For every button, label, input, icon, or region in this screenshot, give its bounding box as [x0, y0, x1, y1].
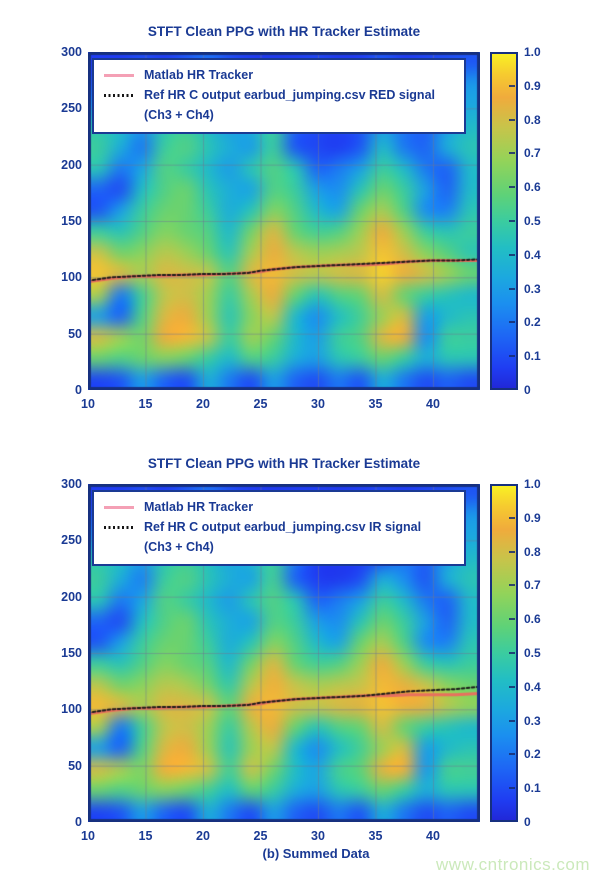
y-tick-label: 100 [61, 270, 82, 285]
empty-swatch [104, 114, 134, 117]
legend-top: Matlab HR Tracker Ref HR C output earbud… [92, 58, 466, 134]
colorbar-tick-label: 0.1 [524, 349, 541, 364]
legend-label: (Ch3 + Ch4) [144, 108, 214, 122]
x-tick-label: 40 [426, 397, 440, 411]
colorbar-tick-label: 0.6 [524, 612, 541, 627]
dotted-line-swatch [104, 93, 134, 97]
figure-caption: (b) Summed Data [262, 846, 370, 861]
colorbar-tick-label: 0.4 [524, 247, 541, 262]
colorbar-tick-label: 0 [524, 815, 531, 829]
colorbar-tick-mark [509, 584, 515, 587]
colorbar-tick-mark [509, 321, 515, 324]
colorbar-tick-mark [509, 550, 515, 553]
colorbar-tick-label: 0.2 [524, 747, 541, 762]
legend-item-matlab-hr: Matlab HR Tracker [100, 65, 456, 85]
colorbar-tick-label: 0.5 [524, 646, 541, 660]
colorbar-tick-mark [509, 787, 515, 790]
colorbar-tick-label: 0.7 [524, 578, 541, 593]
y-tick-label: 100 [61, 702, 82, 717]
chart-title-bottom: STFT Clean PPG with HR Tracker Estimate [147, 456, 421, 471]
colorbar-tick-label: 0.8 [524, 112, 541, 127]
colorbar-tick-mark [509, 287, 515, 290]
colorbar-tick-label: 0.6 [524, 180, 541, 195]
colorbar-tick-mark [509, 186, 515, 189]
x-tick-label: 15 [138, 397, 153, 411]
colorbar-tick-mark [509, 118, 515, 121]
legend-label: Matlab HR Tracker [144, 68, 254, 82]
colorbar-tick-label: 1.0 [524, 45, 541, 59]
colorbar-tick-label: 0.8 [524, 544, 541, 559]
pink-line-swatch [104, 73, 134, 77]
legend-label: Ref HR C output earbud_jumping.csv RED s… [144, 88, 435, 102]
legend-label: Ref HR C output earbud_jumping.csv IR si… [144, 520, 422, 534]
legend-item-ref-hr-cont: (Ch3 + Ch4) [100, 105, 456, 125]
colorbar-tick-label: 0.9 [524, 510, 541, 525]
colorbar-tick-label: 0.7 [524, 146, 541, 161]
colorbar-tick-mark [509, 84, 515, 87]
x-tick-label: 25 [253, 829, 268, 843]
legend-item-ref-hr: Ref HR C output earbud_jumping.csv IR si… [100, 517, 456, 537]
colorbar-tick-label: 0.9 [524, 78, 541, 93]
colorbar-tick-mark [509, 516, 515, 519]
colorbar-tick-mark [509, 220, 515, 222]
empty-swatch [104, 546, 134, 549]
colorbar-tick-mark [509, 685, 515, 688]
x-tick-label: 10 [81, 829, 95, 843]
y-tick-label: 300 [61, 45, 82, 59]
x-tick-label: 10 [81, 397, 95, 411]
chart-title-top: STFT Clean PPG with HR Tracker Estimate [147, 24, 421, 39]
x-tick-label: 35 [368, 397, 383, 411]
legend-label: (Ch3 + Ch4) [144, 540, 214, 554]
y-tick-label: 150 [61, 646, 82, 660]
pink-line-swatch [104, 505, 134, 509]
colorbar-tick-mark [509, 652, 515, 654]
y-tick-label: 0 [75, 383, 82, 397]
legend-item-ref-hr-cont: (Ch3 + Ch4) [100, 537, 456, 557]
y-tick-label: 50 [68, 326, 82, 341]
y-tick-label: 250 [61, 533, 82, 548]
y-tick-label: 150 [61, 214, 82, 228]
legend-item-ref-hr: Ref HR C output earbud_jumping.csv RED s… [100, 85, 456, 105]
colorbar-tick-mark [509, 355, 515, 358]
colorbar-tick-label: 0.3 [524, 713, 541, 728]
y-tick-label: 50 [68, 758, 82, 773]
x-tick-label: 20 [196, 397, 210, 411]
colorbar-tick-label: 0 [524, 383, 531, 397]
colorbar-tick-label: 0.4 [524, 679, 541, 694]
x-tick-label: 20 [196, 829, 210, 843]
y-tick-label: 250 [61, 101, 82, 116]
y-tick-label: 0 [75, 815, 82, 829]
legend-label: Matlab HR Tracker [144, 500, 254, 514]
x-tick-label: 30 [311, 397, 325, 411]
x-tick-label: 30 [311, 829, 325, 843]
x-tick-label: 35 [368, 829, 383, 843]
colorbar-tick-label: 0.3 [524, 281, 541, 296]
colorbar-tick-label: 0.1 [524, 781, 541, 796]
y-tick-label: 200 [61, 589, 82, 604]
dotted-line-swatch [104, 525, 134, 529]
colorbar-tick-label: 1.0 [524, 477, 541, 491]
x-tick-label: 25 [253, 397, 268, 411]
colorbar-tick-label: 0.2 [524, 315, 541, 330]
colorbar-tick-mark [509, 152, 515, 155]
colorbar-tick-mark [509, 719, 515, 722]
colorbar-tick-label: 0.5 [524, 214, 541, 228]
colorbar-tick-mark [509, 618, 515, 621]
legend-item-matlab-hr: Matlab HR Tracker [100, 497, 456, 517]
x-tick-label: 40 [426, 829, 440, 843]
y-tick-label: 300 [61, 477, 82, 491]
watermark: www.cntronics.com [436, 855, 590, 874]
legend-bottom: Matlab HR Tracker Ref HR C output earbud… [92, 490, 466, 566]
colorbar-tick-mark [509, 253, 515, 256]
colorbar-tick-mark [509, 753, 515, 756]
y-tick-label: 200 [61, 157, 82, 172]
x-tick-label: 15 [138, 829, 153, 843]
